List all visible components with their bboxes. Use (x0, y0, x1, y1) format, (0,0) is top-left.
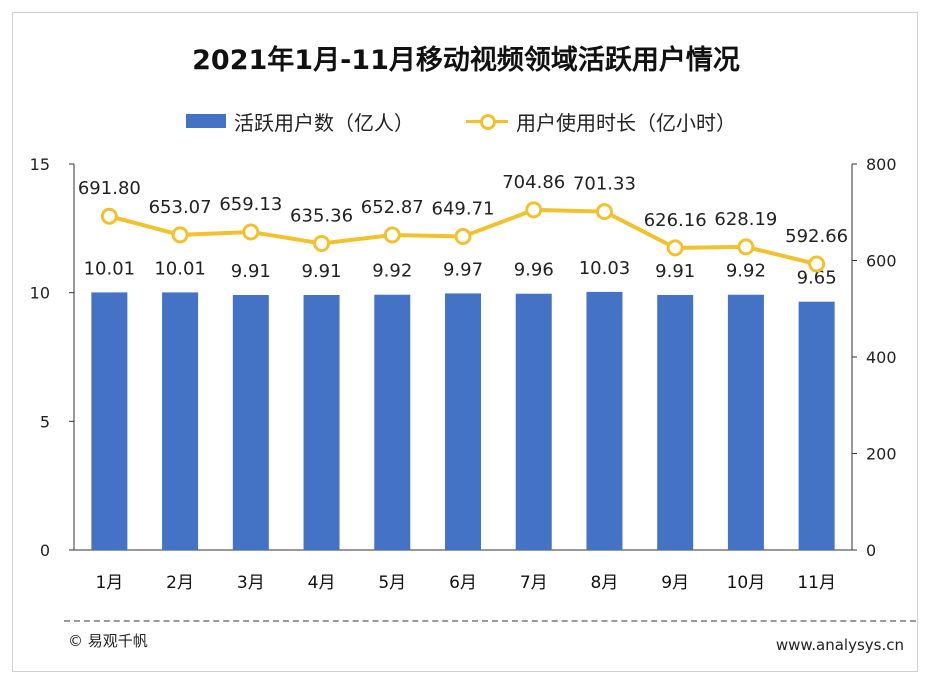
x-axis-category-label: 1月 (95, 573, 123, 593)
right-axis-tick-label: 200 (866, 445, 897, 464)
bar (445, 293, 481, 550)
bar-value-label: 9.91 (302, 261, 342, 282)
line-value-label: 652.87 (361, 197, 424, 218)
footer-copyright: © 易观千帆 (68, 632, 148, 650)
x-axis-category-label: 8月 (591, 573, 619, 593)
bar (303, 294, 340, 550)
line-value-label: 635.36 (290, 205, 353, 226)
legend-item-usage-hours: 用户使用时长（亿小时） (466, 106, 736, 136)
bar (91, 292, 128, 550)
bar (798, 301, 835, 550)
left-axis-tick-label: 5 (40, 412, 50, 431)
bar-value-label: 10.01 (154, 258, 206, 279)
chart-legend: 活跃用户数（亿人） 用户使用时长（亿小时） (0, 106, 932, 136)
bar (657, 294, 694, 550)
bar-value-label: 10.01 (84, 258, 136, 279)
line-value-label: 691.80 (78, 178, 141, 199)
bar (586, 291, 623, 550)
line-value-label: 649.71 (432, 199, 495, 220)
x-axis-category-label: 9月 (661, 573, 689, 593)
x-axis-category-label: 11月 (797, 573, 836, 593)
bar-value-label: 9.92 (372, 261, 412, 282)
bar-value-label: 10.03 (579, 258, 631, 279)
x-axis-category-label: 5月 (378, 573, 406, 593)
line-point (595, 203, 613, 221)
bar-value-label: 9.91 (231, 261, 271, 282)
chart-title: 2021年1月-11月移动视频领域活跃用户情况 (192, 45, 740, 76)
legend-item-active-users: 活跃用户数（亿人） (186, 106, 414, 136)
bar-value-label: 9.92 (726, 261, 766, 282)
right-axis-tick-label: 800 (866, 155, 897, 174)
legend-label-usage-hours: 用户使用时长（亿小时） (516, 110, 736, 135)
line-point (171, 226, 189, 244)
bar-value-label: 9.91 (655, 261, 695, 282)
legend-bar-swatch (186, 114, 226, 128)
line-point (313, 234, 331, 252)
line-point (383, 226, 401, 244)
bar-value-label: 9.65 (797, 268, 837, 289)
bar-value-label: 9.97 (443, 259, 483, 280)
legend-line-swatch (466, 114, 508, 130)
legend-label-active-users: 活跃用户数（亿人） (234, 110, 414, 135)
right-axis-tick-label: 0 (866, 541, 876, 560)
x-axis-category-label: 6月 (449, 573, 477, 593)
left-axis-tick-label: 10 (30, 284, 50, 303)
x-axis-category-label: 3月 (237, 573, 265, 593)
bar (374, 294, 411, 550)
footer-divider (64, 620, 916, 622)
bar (162, 292, 199, 550)
line-point (525, 201, 543, 219)
line-point (454, 228, 472, 246)
left-axis-tick-label: 15 (30, 155, 50, 174)
line-point (737, 238, 755, 256)
right-axis-tick-label: 600 (866, 252, 897, 271)
line-value-label: 701.33 (573, 174, 636, 195)
bar (727, 294, 764, 550)
bar (232, 294, 269, 550)
bar (515, 293, 552, 550)
x-axis-category-label: 2月 (166, 573, 194, 593)
x-axis-category-label: 4月 (308, 573, 336, 593)
right-axis-tick-label: 400 (866, 348, 897, 367)
line-value-label: 592.66 (785, 226, 848, 247)
line-point (100, 207, 118, 225)
x-axis-category-label: 7月 (520, 573, 548, 593)
line-value-label: 704.86 (502, 172, 565, 193)
x-axis-category-label: 10月 (727, 573, 766, 593)
line-point (242, 223, 260, 241)
bar-value-label: 9.96 (514, 260, 554, 281)
left-axis-tick-label: 0 (40, 541, 50, 560)
line-value-label: 628.19 (714, 209, 777, 230)
footer-site-url: www.analysys.cn (775, 636, 904, 654)
line-value-label: 659.13 (219, 194, 282, 215)
line-value-label: 626.16 (644, 210, 707, 231)
line-point (808, 255, 826, 273)
line-point (666, 239, 684, 257)
line-value-label: 653.07 (149, 197, 212, 218)
